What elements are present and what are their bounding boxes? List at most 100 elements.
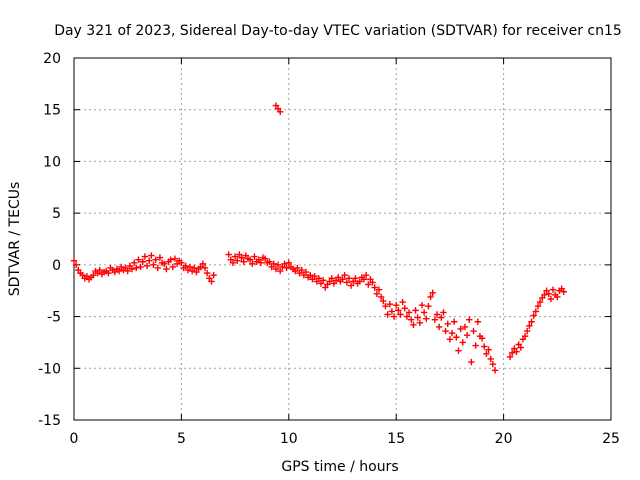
- y-tick-label: -10: [38, 361, 61, 377]
- data-point: [541, 291, 548, 299]
- data-point: [171, 255, 179, 262]
- data-point: [251, 253, 258, 260]
- data-point: [438, 314, 445, 321]
- y-tick-label: 10: [43, 154, 61, 170]
- data-point: [240, 258, 247, 265]
- data-point: [156, 254, 164, 261]
- data-point: [128, 265, 136, 273]
- data-point: [208, 278, 215, 285]
- data-point: [377, 293, 385, 301]
- data-point: [369, 279, 376, 286]
- data-point: [390, 313, 398, 320]
- data-point: [365, 281, 372, 288]
- data-point: [410, 321, 417, 329]
- data-point: [182, 262, 189, 270]
- data-point: [418, 301, 426, 309]
- data-point: [272, 265, 280, 273]
- data-point: [433, 311, 441, 318]
- data-point: [115, 267, 123, 275]
- y-tick-label: -15: [38, 413, 61, 429]
- data-point: [124, 267, 131, 275]
- data-point: [302, 268, 310, 276]
- data-point: [554, 293, 561, 301]
- data-point: [440, 309, 447, 316]
- data-point: [388, 308, 396, 315]
- data-point: [386, 300, 393, 308]
- data-point: [191, 264, 198, 272]
- data-point: [393, 301, 400, 309]
- data-point: [298, 266, 305, 274]
- data-point: [470, 327, 477, 335]
- data-point: [154, 264, 161, 272]
- data-point: [352, 275, 359, 282]
- x-tick-label: 25: [602, 431, 620, 447]
- data-point: [429, 289, 436, 296]
- data-point: [130, 259, 138, 266]
- data-point: [356, 278, 363, 285]
- data-point: [408, 316, 415, 323]
- data-point: [345, 275, 353, 282]
- data-point: [478, 335, 486, 342]
- series-sdtvar: [70, 102, 567, 374]
- data-point: [163, 265, 170, 273]
- data-point: [373, 290, 381, 298]
- data-point: [560, 288, 567, 295]
- ticks: 0 5 10 15 20 25 -15 -10 -5 0 5 10 15 20: [38, 51, 620, 447]
- data-point: [399, 298, 406, 306]
- y-axis-label: SDTVAR / TECUs: [7, 182, 23, 297]
- data-point: [203, 269, 211, 277]
- data-point: [446, 336, 454, 343]
- x-tick-label: 15: [387, 431, 405, 447]
- data-point: [401, 305, 408, 312]
- data-point: [517, 344, 524, 351]
- data-point: [526, 322, 533, 330]
- data-point: [347, 282, 355, 289]
- data-point: [403, 313, 411, 320]
- data-point: [380, 297, 387, 305]
- data-point: [444, 320, 451, 328]
- data-point: [489, 360, 497, 368]
- data-point: [474, 318, 482, 325]
- x-tick-label: 5: [177, 431, 186, 447]
- y-tick-label: 20: [43, 51, 61, 67]
- data-point: [362, 272, 370, 279]
- data-point: [491, 367, 499, 374]
- data-point: [137, 263, 144, 271]
- data-point: [201, 264, 209, 272]
- data-point: [472, 342, 479, 349]
- data-point: [229, 259, 237, 266]
- data-point: [238, 254, 245, 261]
- data-point: [483, 350, 490, 358]
- data-point: [72, 261, 80, 269]
- data-point: [105, 269, 112, 277]
- data-point: [152, 256, 159, 263]
- data-point: [90, 272, 97, 279]
- data-point: [487, 355, 494, 363]
- data-point: [319, 277, 327, 284]
- data-point: [457, 325, 464, 333]
- data-point: [521, 333, 529, 340]
- data-point: [420, 309, 428, 316]
- data-point: [532, 308, 540, 315]
- data-point: [249, 260, 256, 268]
- data-point: [423, 315, 430, 322]
- y-tick-label: 15: [43, 103, 61, 119]
- grid: [74, 58, 611, 420]
- y-tick-label: 0: [52, 258, 61, 274]
- data-point: [274, 261, 282, 269]
- data-point: [435, 323, 443, 331]
- data-point: [528, 318, 535, 325]
- data-point: [485, 346, 492, 353]
- data-point: [281, 260, 288, 268]
- data-point: [150, 261, 157, 269]
- data-point: [360, 276, 368, 283]
- data-point: [285, 259, 292, 266]
- data-point: [315, 275, 323, 282]
- data-point: [234, 257, 241, 264]
- data-point: [335, 274, 342, 281]
- data-point: [133, 264, 140, 272]
- data-point: [277, 108, 284, 115]
- data-point: [294, 264, 301, 272]
- data-point: [382, 303, 389, 310]
- data-point: [199, 260, 207, 268]
